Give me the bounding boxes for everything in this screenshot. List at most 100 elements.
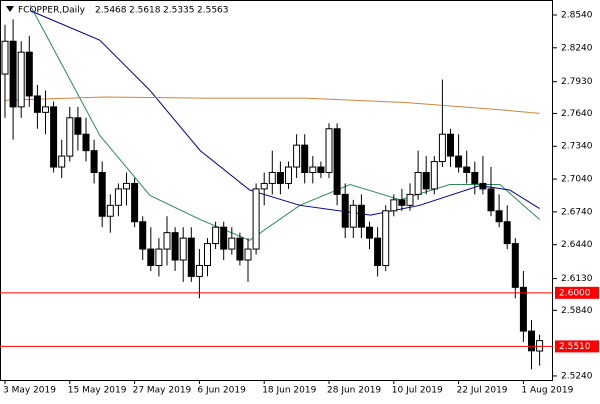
x-tick-label: 1 Aug 2019 [521,386,573,396]
candle-body [163,232,171,250]
candle-body [195,264,203,277]
candle-body [374,237,382,266]
x-tick-label: 6 Jun 2019 [197,386,246,396]
candle-body [447,133,454,157]
candle-body [90,150,98,173]
candle-body [487,188,495,212]
x-tick-label: 18 Jun 2019 [262,386,316,396]
candle-body [495,210,503,223]
candle-body [317,166,325,173]
ohlc-value: 2.5618 [129,6,161,16]
candle-body [114,188,122,206]
x-tick-label: 15 May 2019 [68,386,127,396]
candle-body [390,199,398,212]
candle-body [139,221,147,250]
candle-body [9,40,17,108]
ohlc-value: 2.5335 [163,6,195,16]
candle-body [228,237,236,250]
candle-body [17,51,25,108]
candle-body [309,166,317,173]
price-label-box [555,340,599,353]
candle-body [131,182,139,223]
plot-frame [0,0,553,381]
price-label: 2.6000 [559,288,591,298]
candle-body [58,155,66,168]
candle-body [236,237,244,261]
candle-body [212,226,220,245]
candle-body [260,182,268,190]
y-tick-label: 2.7640 [561,109,593,119]
candle-body [74,117,82,135]
candle-body [33,95,41,113]
x-tick-label: 27 May 2019 [133,386,192,396]
candle-body [106,204,114,217]
moving-average [4,96,540,114]
candle-body [268,171,276,184]
candle-body [276,171,284,184]
ohlc-value: 2.5563 [197,6,229,16]
candle-body [244,248,252,261]
candle-body [25,51,33,97]
candle-body [123,182,130,190]
candle-body [366,226,373,239]
candle-body [422,171,430,190]
y-tick-label: 2.6740 [561,207,593,217]
symbol: FCOPPER,Daily [18,6,86,16]
moving-average [29,4,540,241]
y-tick-label: 2.7340 [561,142,593,152]
y-tick-label: 2.8540 [561,10,593,20]
candle-body [471,171,479,184]
ohlc-value: 2.5468 [95,6,127,16]
moving-average [29,10,540,216]
x-tick-label: 22 Jul 2019 [457,386,508,396]
candle-body [382,210,390,266]
candle-body [528,330,535,352]
candle-body [325,128,333,173]
candle-body [179,237,187,261]
candle-body [82,133,90,152]
y-tick-label: 2.7040 [561,175,593,185]
candle-body [341,193,349,228]
candle-body [463,166,471,173]
x-tick-label: 10 Jul 2019 [392,386,443,396]
y-tick-label: 2.6440 [561,240,593,250]
candle-body [519,286,527,332]
candle-body [357,204,365,228]
candle-body [406,193,414,206]
candle-body [430,161,438,190]
candle-body [349,204,357,228]
candle-body [333,128,341,195]
candle-body [414,171,422,195]
menu-icon[interactable] [6,6,14,12]
candle-body [1,40,9,75]
candle-body [42,106,49,113]
candle-body [503,221,511,245]
candle-body [293,144,301,168]
y-tick-label: 2.5840 [561,306,593,316]
x-tick-label: 28 Jun 2019 [327,386,381,396]
candle-body [479,182,487,190]
candle-body [204,243,211,266]
x-tick-label: 3 May 2019 [3,386,56,396]
candle-body [438,133,446,163]
candle-body [187,237,195,277]
price-label: 2.5510 [559,342,591,352]
candle-body [66,117,74,157]
candle-body [147,248,155,266]
y-tick-label: 2.6130 [561,274,593,284]
candle-body [301,144,309,173]
y-tick-label: 2.5240 [561,371,593,381]
candle-body [98,171,106,217]
candle-body [252,188,260,250]
candle-body [155,248,163,266]
candle-body [398,199,406,206]
candle-body [171,232,179,261]
y-tick-label: 2.7930 [561,77,593,87]
candle-body [455,155,463,168]
candle-body [536,340,544,352]
candle-body [50,106,58,168]
candle-body [511,243,519,288]
price-label-box [555,286,599,299]
candle-body [285,166,292,184]
